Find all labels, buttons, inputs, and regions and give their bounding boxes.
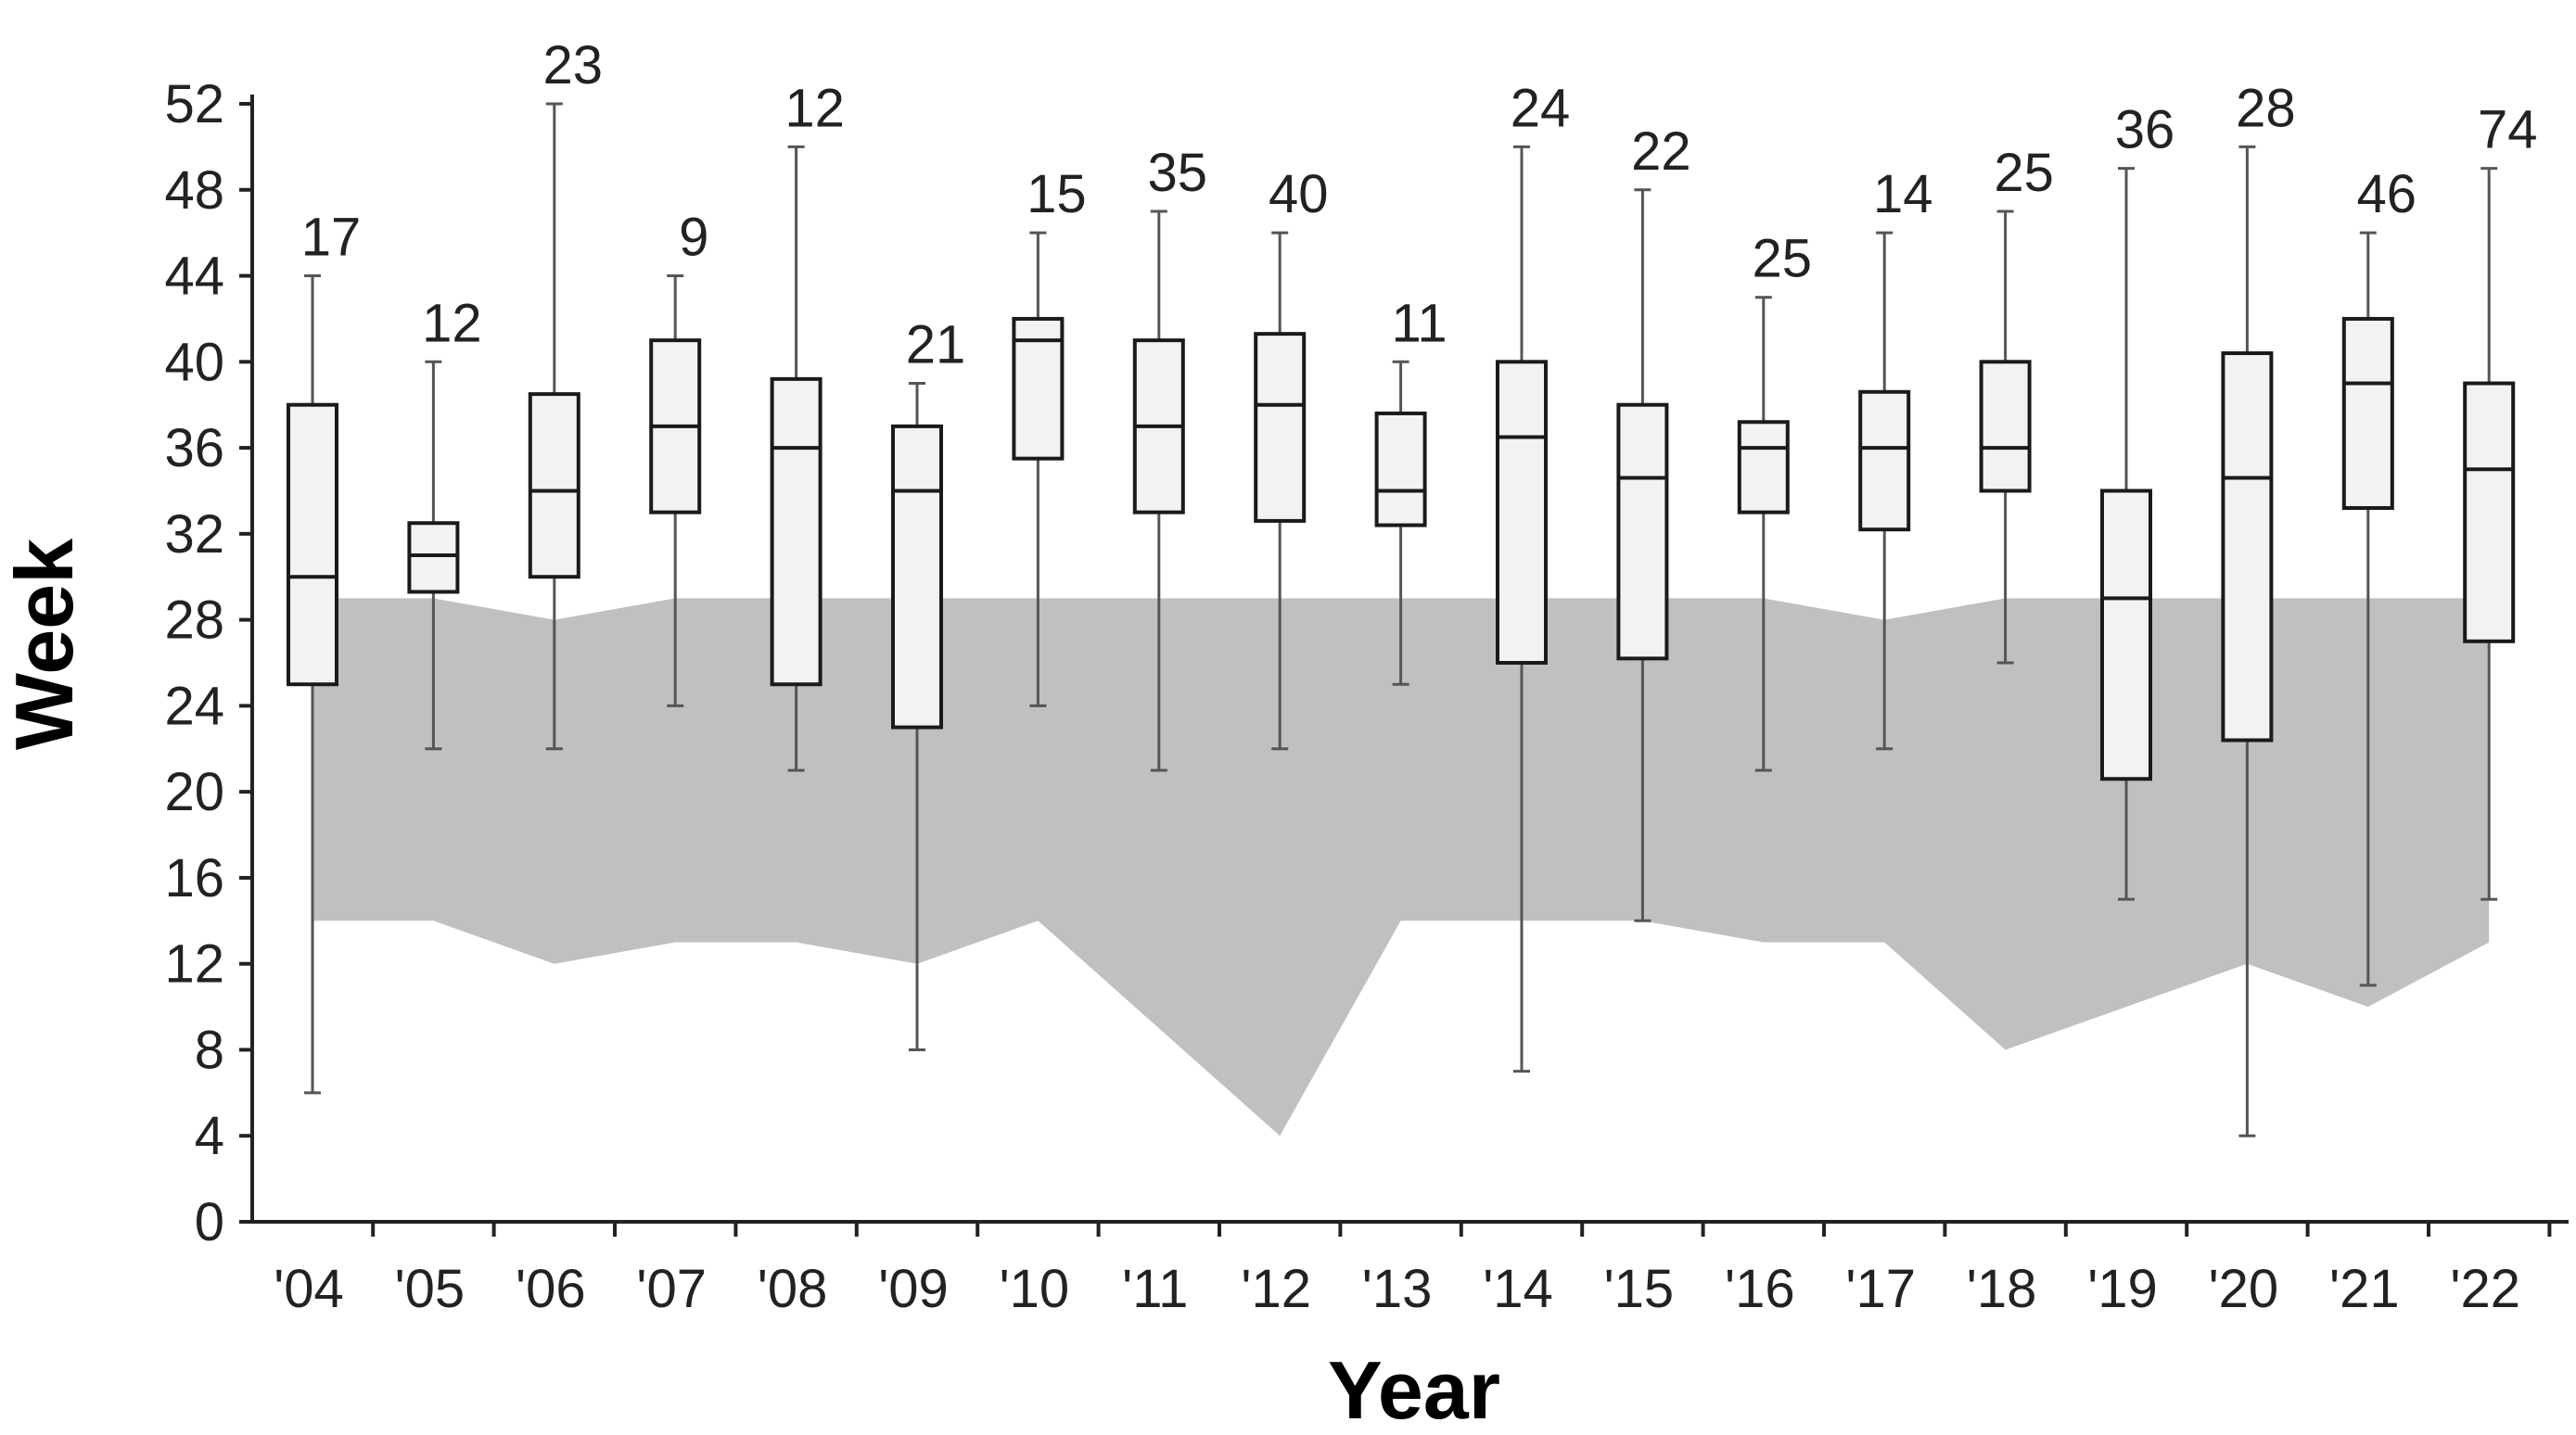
x-tick-label: '12	[1241, 1259, 1311, 1319]
x-tick-label: '08	[758, 1259, 828, 1319]
box-iqr	[2341, 316, 2394, 511]
x-tick-label: '11	[1122, 1259, 1188, 1319]
y-tick-label: 52	[164, 74, 224, 134]
sample-size-label: 23	[543, 35, 604, 95]
sample-size-label: 28	[2236, 78, 2296, 138]
x-tick-label: '10	[1000, 1259, 1070, 1319]
box-iqr	[891, 424, 943, 730]
box-5	[891, 382, 943, 1051]
box-13	[1858, 231, 1911, 751]
box-iqr	[1616, 402, 1669, 661]
box-7	[1132, 210, 1185, 772]
box-11	[1616, 188, 1669, 922]
box-iqr	[2463, 381, 2516, 643]
x-axis-title: Year	[1328, 1344, 1500, 1435]
sample-size-label: 36	[2115, 100, 2175, 160]
box-9	[1374, 360, 1427, 686]
x-tick-label: '14	[1483, 1259, 1553, 1319]
box-12	[1737, 296, 1790, 772]
box-15	[2100, 167, 2152, 901]
sample-size-label: 12	[422, 293, 482, 353]
boxes-layer	[287, 102, 2516, 1137]
box-3	[649, 274, 702, 707]
box-17	[2341, 231, 2394, 987]
sample-size-label: 24	[1511, 78, 1571, 138]
box-0	[287, 274, 338, 1095]
y-tick-label: 16	[164, 848, 224, 908]
sample-size-label: 17	[301, 208, 362, 268]
sample-size-label: 12	[784, 78, 845, 138]
box-iqr	[1858, 389, 1911, 532]
x-tick-label: '04	[274, 1259, 344, 1319]
box-iqr	[2100, 489, 2152, 781]
box-14	[1979, 210, 2032, 665]
y-tick-label: 44	[164, 247, 224, 307]
x-tick-label: '21	[2329, 1259, 2400, 1319]
box-iqr	[1737, 420, 1790, 514]
y-tick-label: 8	[195, 1020, 224, 1080]
y-tick-label: 4	[195, 1106, 224, 1166]
box-iqr	[2221, 351, 2274, 743]
sample-size-label: 15	[1027, 164, 1087, 224]
box-4	[770, 145, 823, 772]
y-tick-label: 20	[164, 762, 224, 822]
x-tick-label: '18	[1967, 1259, 2037, 1319]
y-tick-label: 32	[164, 504, 224, 565]
box-2	[528, 102, 580, 751]
x-tick-label: '16	[1725, 1259, 1795, 1319]
box-18	[2463, 167, 2516, 901]
y-axis-title: Week	[0, 538, 90, 750]
x-tick-label: '05	[395, 1259, 465, 1319]
box-10	[1496, 145, 1548, 1073]
y-tick-label: 40	[164, 332, 224, 392]
box-iqr	[287, 402, 338, 687]
sample-size-label: 14	[1873, 164, 1933, 224]
sample-size-label: 25	[1753, 229, 1813, 289]
x-tick-label: '06	[516, 1259, 586, 1319]
sample-size-label: 22	[1631, 121, 1691, 182]
y-tick-label: 12	[164, 934, 224, 995]
box-iqr	[1374, 411, 1427, 527]
x-tick-label: '07	[636, 1259, 707, 1319]
sample-size-label: 9	[679, 208, 708, 268]
shaded-band	[312, 598, 2490, 1137]
x-tick-label: '15	[1604, 1259, 1675, 1319]
box-16	[2221, 145, 2274, 1137]
x-tick-label: '13	[1362, 1259, 1433, 1319]
sample-size-label: 40	[1269, 164, 1329, 224]
sample-size-label: 25	[1994, 143, 2054, 203]
y-tick-label: 0	[195, 1192, 224, 1252]
x-tick-label: '19	[2087, 1259, 2158, 1319]
sample-size-label: 46	[2357, 164, 2417, 224]
box-iqr	[1496, 360, 1548, 665]
sample-size-label: 74	[2478, 100, 2538, 160]
box-8	[1254, 231, 1307, 751]
y-tick-label: 48	[164, 160, 224, 221]
y-tick-label: 28	[164, 591, 224, 651]
sample-size-label: 35	[1148, 143, 1208, 203]
box-iqr	[407, 521, 460, 594]
sample-size-label: 21	[906, 315, 966, 375]
y-tick-label: 36	[164, 418, 224, 478]
x-tick-label: '20	[2209, 1259, 2279, 1319]
y-tick-label: 24	[164, 676, 224, 736]
x-tick-label: '17	[1845, 1259, 1916, 1319]
box-iqr	[1254, 332, 1307, 523]
axes: 0481216202428323640444852'04'05'06'07'08…	[164, 74, 2569, 1319]
x-tick-label: '09	[878, 1259, 949, 1319]
box-iqr	[770, 376, 823, 687]
box-iqr	[528, 392, 580, 579]
x-tick-label: '22	[2450, 1259, 2520, 1319]
labels-layer: 17 12 23 9 12 21 15 35 40 11 24 22 25 14 25 36 28 46 74	[301, 35, 2538, 375]
shaded-band-layer	[312, 598, 2490, 1137]
box-1	[407, 360, 460, 751]
box-iqr	[1979, 360, 2032, 493]
box-6	[1012, 231, 1065, 707]
sample-size-label: 11	[1391, 293, 1447, 353]
